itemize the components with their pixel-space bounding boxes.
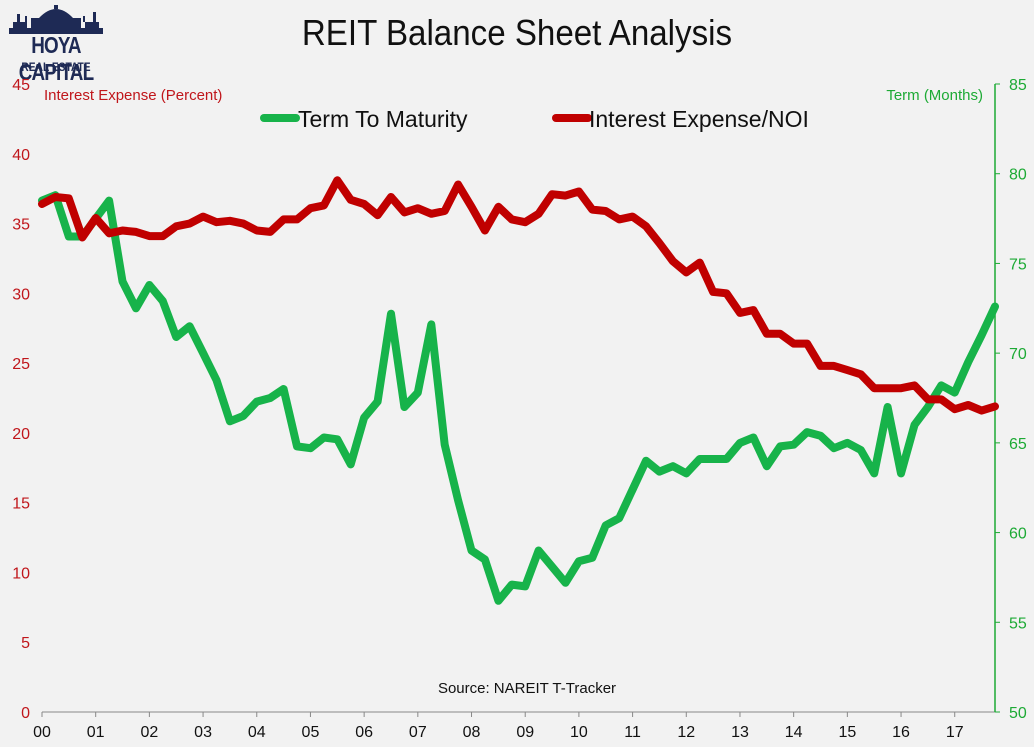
chart-title: REIT Balance Sheet Analysis	[301, 12, 733, 53]
right-axis-ticks: 50 55 60 65 70 75 80 85	[995, 77, 1027, 722]
series-group	[38, 176, 999, 605]
x-tick-label: 06	[355, 724, 373, 741]
x-tick-label: 14	[785, 724, 803, 741]
logo-line-2: REAL ESTATE	[21, 60, 91, 74]
series-line-term-to-maturity	[38, 191, 999, 605]
left-axis-ticks: 0 5 10 15 20 25 30 35 40 45	[12, 77, 30, 722]
right-tick-label: 65	[1009, 436, 1027, 453]
right-tick-label: 80	[1009, 167, 1027, 184]
x-tick-label: 04	[248, 724, 266, 741]
left-tick-label: 0	[21, 705, 30, 722]
hoya-capital-logo: HOYA CAPITAL REAL ESTATE	[5, 4, 107, 85]
left-tick-label: 30	[12, 286, 30, 303]
logo-line-1: HOYA CAPITAL	[18, 32, 94, 85]
x-tick-label: 07	[409, 724, 427, 741]
left-tick-label: 20	[12, 426, 30, 443]
left-tick-label: 35	[12, 217, 30, 234]
right-tick-label: 75	[1009, 256, 1027, 273]
right-tick-label: 70	[1009, 346, 1027, 363]
right-tick-label: 50	[1009, 705, 1027, 722]
left-tick-label: 45	[12, 77, 30, 94]
right-axis-title: Term (Months)	[886, 87, 983, 104]
x-tick-label: 11	[624, 724, 641, 741]
left-axis-title: Interest Expense (Percent)	[44, 87, 222, 104]
x-tick-label: 10	[570, 724, 588, 741]
left-tick-label: 25	[12, 356, 30, 373]
x-tick-label: 13	[731, 724, 749, 741]
source-note: Source: NAREIT T-Tracker	[438, 680, 616, 697]
x-axis-ticks: 00 01 02 03 04 05 06 07 08 09 10 11 12 13 14 15 16 17	[33, 712, 964, 741]
capitol-skyline-icon	[9, 5, 103, 34]
x-tick-label: 02	[140, 724, 158, 741]
right-tick-label: 60	[1009, 526, 1027, 543]
x-tick-label: 16	[892, 724, 910, 741]
legend: Term To Maturity Interest Expense/NOI	[260, 106, 809, 132]
legend-label-interest: Interest Expense/NOI	[589, 106, 809, 132]
x-tick-label: 15	[838, 724, 856, 741]
x-tick-label: 12	[677, 724, 695, 741]
x-tick-label: 17	[946, 724, 964, 741]
right-tick-label: 85	[1009, 77, 1027, 94]
right-tick-label: 55	[1009, 615, 1027, 632]
x-tick-label: 01	[87, 724, 105, 741]
x-tick-label: 00	[33, 724, 51, 741]
left-tick-label: 5	[21, 635, 30, 652]
left-tick-label: 10	[12, 565, 30, 582]
series-line-interest-expense	[38, 176, 999, 415]
left-tick-label: 40	[12, 147, 30, 164]
x-tick-label: 05	[302, 724, 320, 741]
x-tick-label: 08	[463, 724, 481, 741]
x-tick-label: 09	[516, 724, 534, 741]
legend-label-term: Term To Maturity	[298, 106, 468, 132]
left-tick-label: 15	[12, 496, 30, 513]
x-tick-label: 03	[194, 724, 212, 741]
